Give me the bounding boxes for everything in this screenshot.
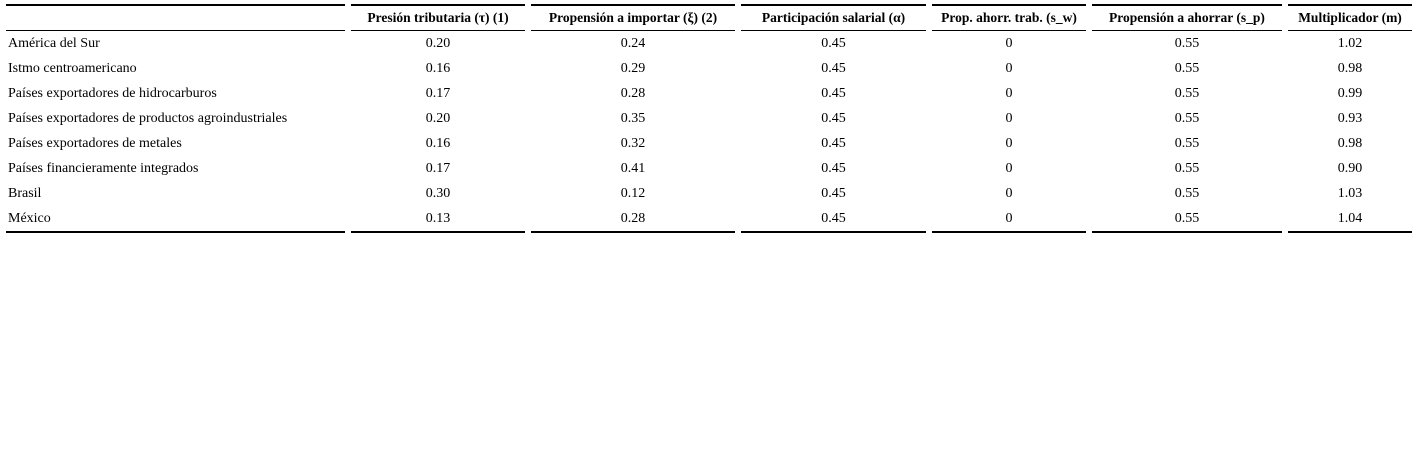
- column-header-presion-tributaria: Presión tributaria (τ) (1): [351, 4, 525, 31]
- cell-value: 0: [1005, 35, 1013, 51]
- cell-value: 0: [1005, 160, 1013, 176]
- cell-value: 0.55: [1092, 206, 1282, 233]
- cell-value: 0: [1005, 185, 1013, 201]
- cell-value: 1.04: [1288, 206, 1412, 233]
- row-label: Países exportadores de hidrocarburos: [8, 85, 217, 101]
- cell-value: 0.55: [1174, 85, 1200, 101]
- cell-value: 0.45: [821, 160, 846, 176]
- cell-value: 0: [1005, 85, 1013, 101]
- cell-value: 0.93: [1337, 110, 1363, 126]
- cell-value: 0.13: [351, 206, 525, 233]
- cell-value: 0.30: [425, 185, 451, 201]
- cell-value: 0.16: [425, 60, 451, 76]
- cell-value: 0.28: [531, 206, 735, 233]
- row-label: Brasil: [8, 185, 42, 201]
- column-header-empty: [6, 4, 345, 31]
- cell-value: 0.55: [1174, 160, 1200, 176]
- cell-value: 0: [1005, 110, 1013, 126]
- cell-value: 0.45: [821, 110, 846, 126]
- cell-value: 0.45: [821, 135, 846, 151]
- cell-value: 0.20: [425, 35, 451, 51]
- cell-value: 0.29: [620, 60, 646, 76]
- cell-value: 0.55: [1174, 110, 1200, 126]
- cell-value: 0.20: [425, 110, 451, 126]
- cell-value: 0.90: [1337, 160, 1363, 176]
- cell-value: 0.55: [1174, 185, 1200, 201]
- cell-value: 0.45: [741, 206, 926, 233]
- row-label: México: [6, 206, 345, 233]
- column-header-participacion-salarial: Participación salarial (α): [741, 4, 926, 31]
- table-row: América del Sur 0.20 0.24 0.45 0 0.55 1.…: [6, 31, 1412, 56]
- cell-value: 0.45: [821, 60, 846, 76]
- cell-value: 0.35: [620, 110, 646, 126]
- cell-value: 0.41: [620, 160, 646, 176]
- cell-value: 0.17: [425, 160, 451, 176]
- parameters-table: Presión tributaria (τ) (1) Propensión a …: [0, 4, 1418, 233]
- header-row: Presión tributaria (τ) (1) Propensión a …: [6, 4, 1412, 31]
- cell-value: 0.98: [1337, 60, 1363, 76]
- row-label: Países financieramente integrados: [8, 160, 199, 176]
- cell-value: 0.24: [620, 35, 646, 51]
- table-row: Brasil 0.30 0.12 0.45 0 0.55 1.03: [6, 181, 1412, 206]
- cell-value: 0.16: [425, 135, 451, 151]
- row-label: Países exportadores de metales: [8, 135, 182, 151]
- column-header-propension-ahorrar: Propensión a ahorrar (s_p): [1092, 4, 1282, 31]
- row-label: América del Sur: [8, 35, 100, 51]
- cell-value: 0.45: [821, 185, 846, 201]
- table-row: Países exportadores de metales 0.16 0.32…: [6, 131, 1412, 156]
- cell-value: 0.55: [1174, 35, 1200, 51]
- cell-value: 1.02: [1337, 35, 1363, 51]
- cell-value: 0.17: [425, 85, 451, 101]
- cell-value: 0.12: [620, 185, 646, 201]
- cell-value: 0: [1005, 135, 1013, 151]
- cell-value: 0.28: [620, 85, 646, 101]
- cell-value: 0.32: [620, 135, 646, 151]
- table-row: Istmo centroamericano 0.16 0.29 0.45 0 0…: [6, 56, 1412, 81]
- cell-value: 0.55: [1174, 135, 1200, 151]
- cell-value: 0: [1005, 60, 1013, 76]
- cell-value: 0.45: [821, 35, 846, 51]
- table-row: Países exportadores de hidrocarburos 0.1…: [6, 81, 1412, 106]
- cell-value: 0.98: [1337, 135, 1363, 151]
- row-label: Países exportadores de productos agroind…: [8, 110, 288, 126]
- cell-value: 0.99: [1337, 85, 1363, 101]
- row-label: Istmo centroamericano: [8, 60, 137, 76]
- cell-value: 0: [932, 206, 1086, 233]
- column-header-prop-ahorr-trab: Prop. ahorr. trab. (s_w): [932, 4, 1086, 31]
- table-row: Países exportadores de productos agroind…: [6, 106, 1412, 131]
- table-row: Países financieramente integrados 0.17 0…: [6, 156, 1412, 181]
- table-row: México 0.13 0.28 0.45 0 0.55 1.04: [6, 206, 1412, 233]
- cell-value: 0.45: [821, 85, 846, 101]
- cell-value: 0.55: [1174, 60, 1200, 76]
- column-header-propension-importar: Propensión a importar (ξ) (2): [531, 4, 735, 31]
- column-header-multiplicador: Multiplicador (m): [1288, 4, 1412, 31]
- cell-value: 1.03: [1337, 185, 1363, 201]
